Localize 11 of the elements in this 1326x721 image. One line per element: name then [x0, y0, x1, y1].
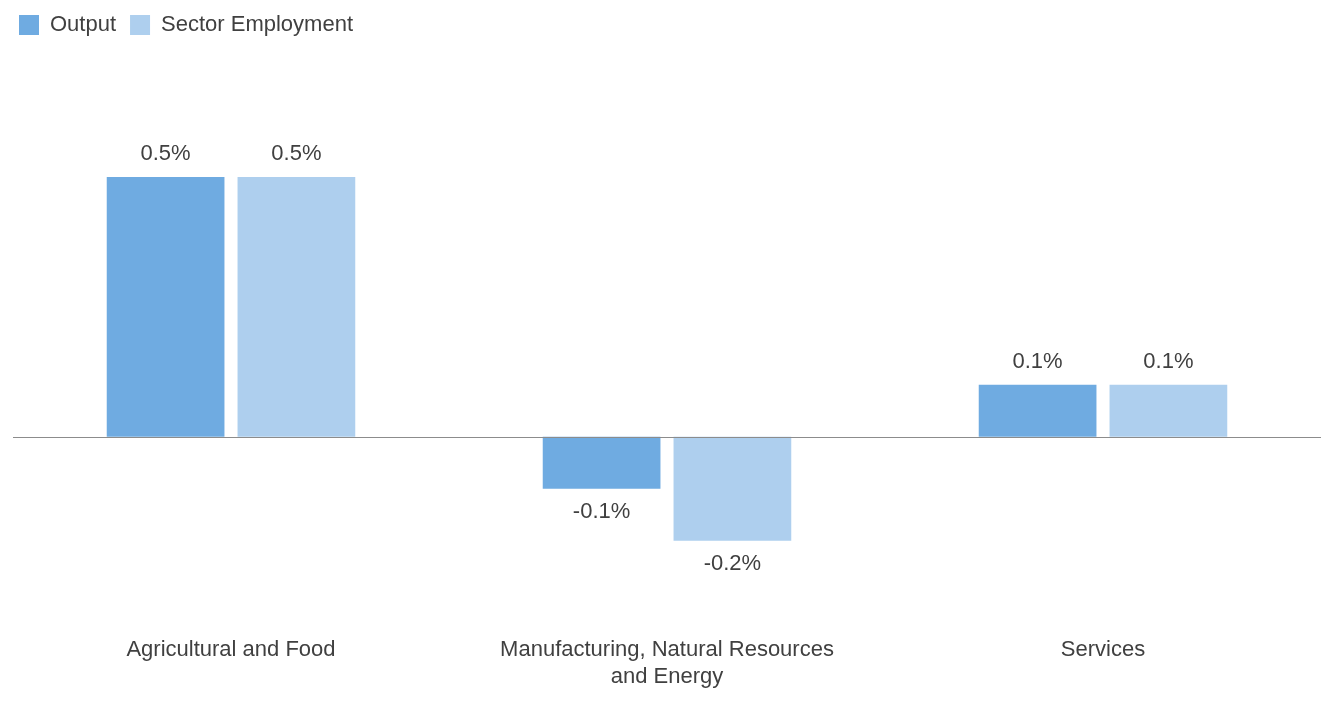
data-label: 0.5% — [140, 140, 191, 166]
data-label: 0.1% — [1012, 347, 1063, 373]
data-label: 0.5% — [271, 140, 322, 166]
x-tick-label: Manufacturing, Natural Resources and Energy — [500, 636, 834, 688]
x-tick-label: Agricultural and Food — [126, 636, 336, 662]
legend-label: Sector Employment — [161, 11, 354, 37]
data-label: -0.2% — [703, 549, 762, 575]
data-label: -0.1% — [572, 497, 631, 523]
data-label: 0.1% — [1143, 347, 1194, 373]
legend-label: Output — [50, 11, 117, 37]
x-tick-label: Services — [1060, 636, 1146, 662]
